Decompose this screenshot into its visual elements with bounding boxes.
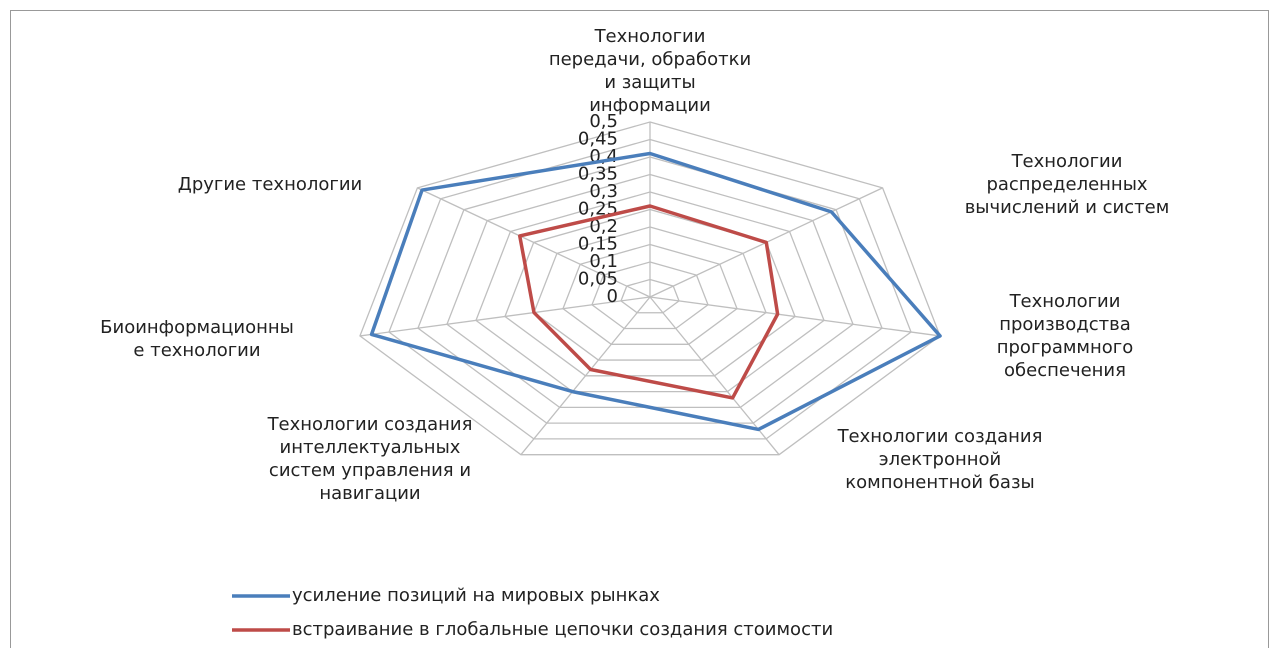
axis-spoke	[417, 187, 651, 298]
grid-ring	[504, 208, 796, 377]
series-line	[517, 204, 780, 400]
grid-ring	[417, 156, 883, 424]
axis-label: Технологии передачи, обработки и защиты инф…	[549, 26, 751, 116]
chart-frame	[10, 10, 1269, 652]
y-tick-label: 0,05	[578, 269, 618, 290]
grid-ring	[620, 278, 680, 314]
axis-label: Другие технологии	[178, 174, 362, 195]
grid-ring	[359, 121, 941, 456]
y-tick-label: 0,1	[589, 251, 618, 272]
grid-ring	[533, 226, 767, 361]
y-tick-label: 0,3	[589, 181, 618, 202]
legend-label: усиление позиций на мировых рынках	[292, 585, 660, 606]
y-tick-label: 0	[607, 286, 618, 307]
axis-spoke	[359, 296, 651, 337]
axis-label: Технологии производства программного обеспе…	[997, 291, 1134, 381]
grid-ring	[591, 261, 709, 330]
axis-spoke	[649, 296, 941, 337]
y-tick-label: 0,2	[589, 216, 618, 237]
y-tick-label: 0,45	[578, 129, 618, 150]
axis-label: Технологии распределенных вычислений и сис…	[965, 151, 1170, 218]
series-line	[369, 151, 942, 432]
axis-spoke	[520, 296, 651, 456]
y-tick-label: 0,15	[578, 234, 618, 255]
axis-label: Технологии создания электронной компонентн…	[837, 426, 1043, 493]
axis-label: Биоинформационны е технологии	[100, 317, 294, 361]
y-tick-label: 0,5	[589, 111, 618, 132]
grid-ring	[562, 243, 738, 345]
legend-label: встраивание в глобальные цепочки создани…	[292, 619, 833, 640]
y-tick-label: 0,35	[578, 164, 618, 185]
axis-label: Технологии создания интеллектуальных систе…	[267, 414, 473, 504]
grid-ring	[475, 191, 825, 393]
grid-ring	[388, 138, 912, 440]
